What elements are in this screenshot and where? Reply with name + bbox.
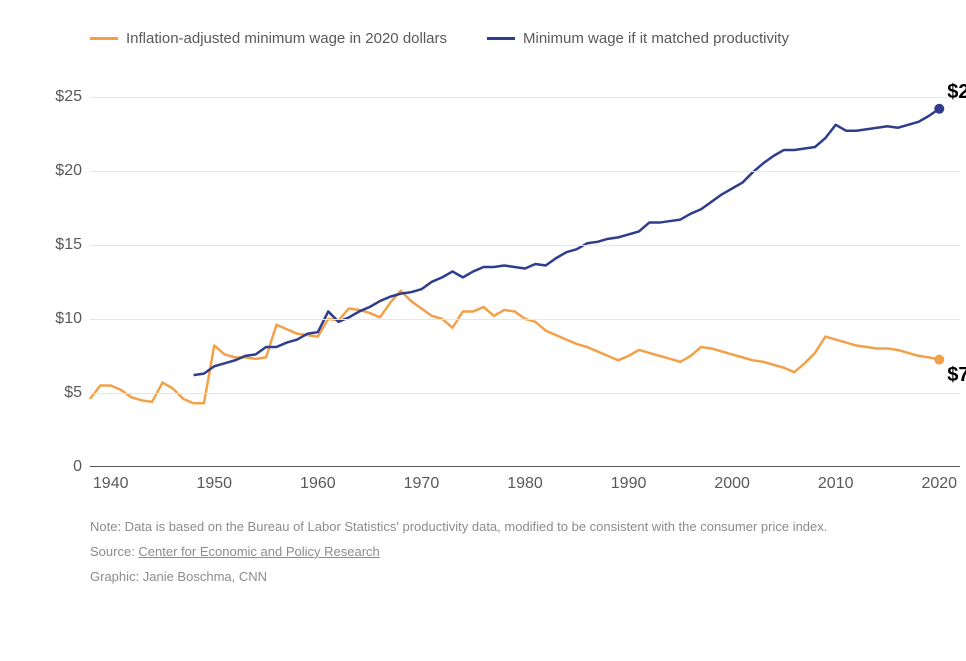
y-tick-label: $25: [55, 88, 82, 106]
plot-area: 0$5$10$15$20$251940195019601970198019902…: [90, 67, 960, 467]
source-line: Source: Center for Economic and Policy R…: [90, 542, 936, 563]
series-line-inflation_adjusted: [90, 291, 939, 404]
note-text: Note: Data is based on the Bureau of Lab…: [90, 517, 936, 538]
end-marker-productivity: [934, 104, 944, 114]
legend-item-productivity: Minimum wage if it matched productivity: [487, 30, 789, 47]
x-tick-label: 1990: [611, 475, 647, 493]
gridline: [90, 319, 960, 320]
x-tick-label: 1960: [300, 475, 336, 493]
end-label-productivity: $24.18: [947, 81, 966, 104]
x-tick-label: 1940: [93, 475, 129, 493]
x-tick-label: 2000: [714, 475, 750, 493]
graphic-credit: Graphic: Janie Boschma, CNN: [90, 567, 936, 588]
gridline: [90, 171, 960, 172]
source-link[interactable]: Center for Economic and Policy Research: [138, 544, 379, 559]
legend-label: Inflation-adjusted minimum wage in 2020 …: [126, 30, 447, 47]
source-prefix: Source:: [90, 544, 138, 559]
legend-swatch: [487, 37, 515, 40]
chart-legend: Inflation-adjusted minimum wage in 2020 …: [90, 30, 936, 47]
y-tick-label: $10: [55, 310, 82, 328]
y-tick-label: 0: [73, 458, 82, 476]
x-tick-label: 1980: [507, 475, 543, 493]
legend-swatch: [90, 37, 118, 40]
y-tick-label: $15: [55, 236, 82, 254]
legend-label: Minimum wage if it matched productivity: [523, 30, 789, 47]
series-line-productivity: [194, 109, 940, 375]
legend-item-inflation_adjusted: Inflation-adjusted minimum wage in 2020 …: [90, 30, 447, 47]
end-marker-inflation_adjusted: [934, 355, 944, 365]
x-axis-line: [90, 466, 960, 467]
x-tick-label: 2010: [818, 475, 854, 493]
y-tick-label: $5: [64, 384, 82, 402]
gridline: [90, 97, 960, 98]
chart-lines-svg: [90, 67, 960, 467]
x-tick-label: 2020: [921, 475, 957, 493]
end-label-inflation_adjusted: $7.25: [947, 364, 966, 387]
chart-notes: Note: Data is based on the Bureau of Lab…: [90, 517, 936, 587]
y-tick-label: $20: [55, 162, 82, 180]
gridline: [90, 245, 960, 246]
minimum-wage-chart: Inflation-adjusted minimum wage in 2020 …: [30, 30, 936, 631]
x-tick-label: 1970: [404, 475, 440, 493]
gridline: [90, 393, 960, 394]
x-tick-label: 1950: [196, 475, 232, 493]
